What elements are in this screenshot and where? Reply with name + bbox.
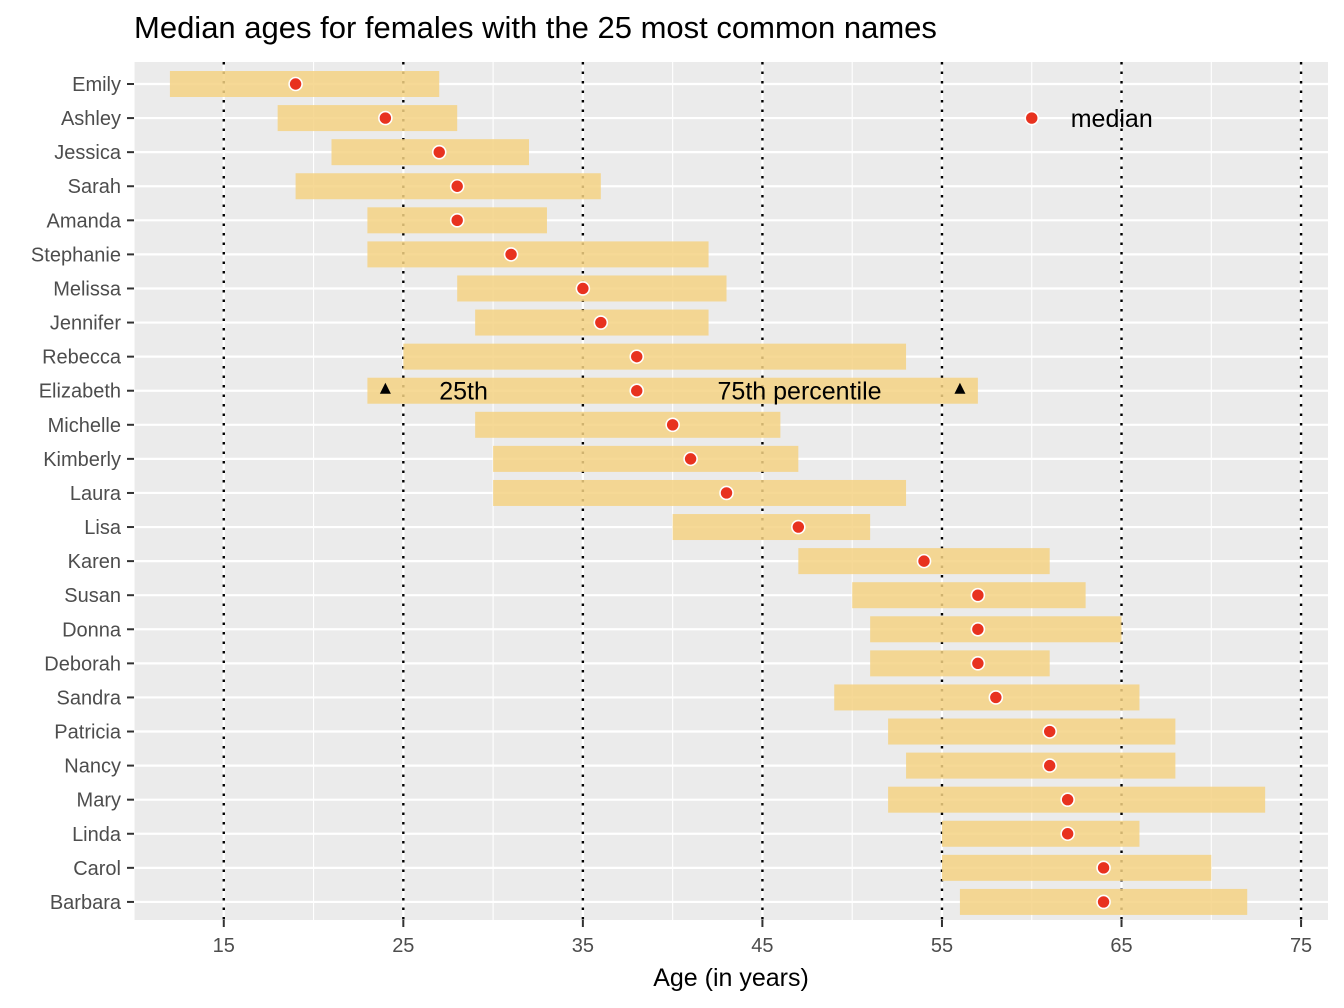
median-point xyxy=(1042,758,1057,773)
median-point xyxy=(503,247,519,262)
median-point xyxy=(629,383,645,399)
median-point xyxy=(449,178,465,194)
y-tick-label: Rebecca xyxy=(42,347,122,369)
range-bar xyxy=(331,139,530,166)
q75-marker xyxy=(954,382,966,394)
median-point xyxy=(970,587,986,603)
x-tick-label: 45 xyxy=(751,935,773,957)
median-point xyxy=(1060,826,1075,842)
y-tick-label: Linda xyxy=(72,824,122,846)
x-tick-label: 75 xyxy=(1290,935,1312,957)
range-bar xyxy=(941,854,1212,881)
range-bar xyxy=(888,786,1266,813)
median-point xyxy=(791,519,806,535)
range-bar xyxy=(475,309,709,336)
y-tick-label: Elizabeth xyxy=(39,381,121,403)
y-tick-label: Deborah xyxy=(44,653,121,675)
x-axis-title: Age (in years) xyxy=(653,964,809,992)
median-point xyxy=(719,485,734,501)
median-point xyxy=(1042,724,1057,739)
range-bar xyxy=(834,684,1140,711)
y-tick-label: Ashley xyxy=(61,108,121,130)
y-tick-label: Karen xyxy=(68,551,121,573)
y-tick-label: Sarah xyxy=(68,176,121,198)
range-bar xyxy=(906,752,1176,779)
range-bars xyxy=(169,71,1266,915)
y-tick-label: Mary xyxy=(77,790,121,812)
y-tick-label: Nancy xyxy=(64,756,121,778)
q25-label: 25th xyxy=(439,378,488,406)
range-bar xyxy=(169,71,440,97)
median-point xyxy=(449,213,465,228)
x-tick-label: 55 xyxy=(931,935,953,957)
y-tick-label: Patricia xyxy=(54,722,122,744)
median-point xyxy=(970,656,986,671)
y-tick-label: Carol xyxy=(73,858,121,880)
range-bar xyxy=(475,411,781,438)
y-tick-label: Melissa xyxy=(53,278,122,300)
median-point xyxy=(1060,792,1075,807)
median-point xyxy=(575,281,591,296)
y-tick-label: Amanda xyxy=(47,210,122,232)
median-points xyxy=(288,76,1111,910)
range-bar xyxy=(367,241,709,268)
range-bar xyxy=(367,377,978,404)
y-tick-label: Michelle xyxy=(48,415,121,437)
y-tick-label: Jessica xyxy=(54,142,122,164)
legend-median-point xyxy=(1024,110,1040,126)
q75-label: 75th percentile xyxy=(718,378,882,406)
median-point xyxy=(431,144,447,160)
y-tick-label: Kimberly xyxy=(43,449,121,471)
median-point xyxy=(629,349,645,364)
y-tick-label: Donna xyxy=(62,619,122,641)
y-tick-label: Stephanie xyxy=(31,244,121,266)
y-axis: Emily Ashley Jessica Sarah Amanda Stephanie Me… xyxy=(31,74,134,914)
median-point xyxy=(916,553,932,569)
range-bar xyxy=(403,343,907,370)
range-bar xyxy=(888,718,1176,745)
range-bar xyxy=(870,616,1122,643)
x-tick-label: 65 xyxy=(1110,935,1132,957)
median-point xyxy=(970,621,986,637)
median-point xyxy=(1096,894,1111,910)
median-point xyxy=(1096,860,1111,876)
range-bar xyxy=(277,105,458,132)
y-tick-label: Jennifer xyxy=(50,313,121,335)
range-bar xyxy=(295,173,601,200)
y-tick-label: Lisa xyxy=(84,517,122,539)
x-tick-label: 25 xyxy=(392,935,414,957)
annotations: median 25th 75th percentile xyxy=(379,105,1153,406)
legend-median-label: median xyxy=(1071,105,1153,133)
chart-title: Median ages for females with the 25 most… xyxy=(134,10,937,45)
median-point xyxy=(593,315,609,330)
range-bar xyxy=(672,514,871,541)
range-bar xyxy=(852,582,1086,609)
y-tick-label: Barbara xyxy=(50,892,122,914)
y-tick-label: Laura xyxy=(70,483,122,505)
range-bar xyxy=(493,445,799,472)
median-point xyxy=(665,417,680,433)
range-bar xyxy=(457,275,727,302)
q25-marker xyxy=(379,382,391,394)
range-bar xyxy=(941,820,1140,847)
median-point xyxy=(988,690,1004,705)
x-tick-label: 35 xyxy=(572,935,594,957)
y-tick-label: Susan xyxy=(64,585,121,607)
y-tick-label: Emily xyxy=(72,74,121,96)
median-point xyxy=(683,451,698,467)
y-tick-label: Sandra xyxy=(57,687,122,709)
x-axis: 15 25 35 45 55 65 75 xyxy=(213,920,1312,957)
median-point xyxy=(288,76,303,92)
median-point xyxy=(378,110,393,126)
range-bar xyxy=(493,479,907,506)
x-tick-label: 15 xyxy=(213,935,235,957)
range-bar xyxy=(870,650,1050,677)
